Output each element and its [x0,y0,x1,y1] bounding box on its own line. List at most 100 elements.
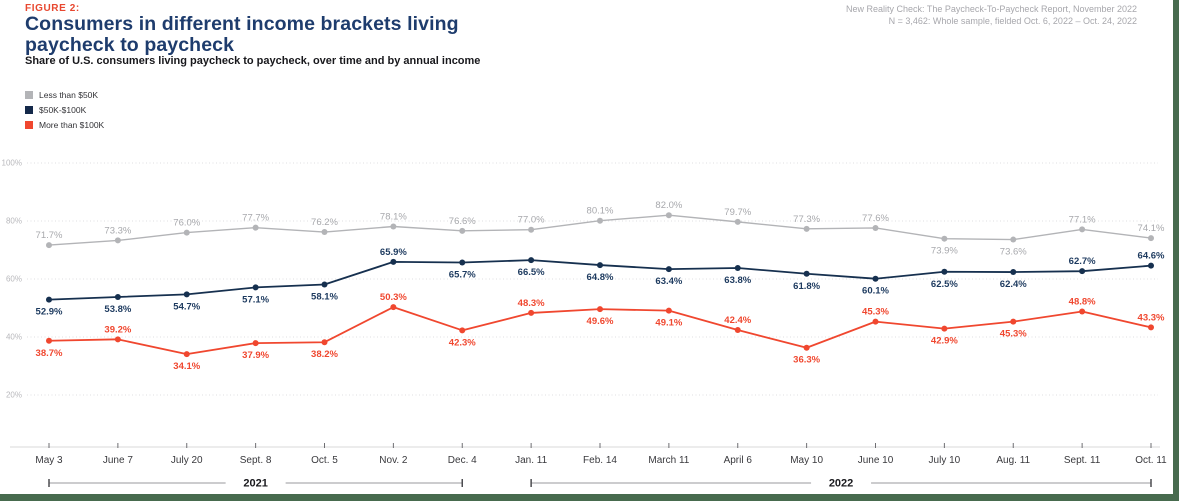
data-point [46,296,52,303]
x-axis-tick-label: May 3 [35,455,63,466]
data-point [252,284,259,291]
y-axis-tick-label: 60% [6,275,22,284]
data-label: 76.0% [173,218,200,229]
chart-legend: Less than $50K $50K-$100K More than $100… [25,87,104,132]
data-point [183,351,190,358]
source-note: New Reality Check: The Paycheck-To-Paych… [846,3,1137,27]
data-point [252,340,259,347]
data-point [1079,308,1086,315]
data-point [803,270,810,277]
source-line-2: N = 3,462: Whole sample, fielded Oct. 6,… [888,16,1137,26]
data-label: 58.1% [311,292,338,303]
data-label: 57.1% [242,294,269,305]
x-axis-tick-label: Aug. 11 [996,455,1030,466]
data-label: 49.6% [587,316,614,327]
y-axis-tick-label: 20% [6,391,22,400]
data-point [665,266,672,273]
data-point [734,218,741,225]
data-label: 76.2% [311,217,338,228]
figure-label: FIGURE 2: [25,3,80,14]
data-point [528,309,535,316]
x-axis-tick-label: April 6 [724,455,753,466]
data-point [252,224,259,231]
data-point [46,242,52,249]
year-label: 2021 [243,478,267,490]
x-axis-tick-label: Nov. 2 [379,455,408,466]
data-label: 39.2% [104,324,131,335]
legend-label: More than $100K [39,119,105,130]
data-label: 73.9% [931,246,958,257]
series-50k-100k: 52.9% 53.8% 54.7% 57.1% 58.1% 65.9% 65.7% 66.5%… [36,247,1165,318]
data-point [941,325,948,332]
figure-subtitle: Share of U.S. consumers living paycheck … [25,55,481,67]
data-label: 74.1% [1138,223,1165,234]
year-bracket-2021: 2021 [48,478,463,490]
y-axis-tick-label: 40% [6,333,22,342]
data-point [597,306,603,313]
data-label: 65.7% [449,269,476,280]
data-point [46,337,52,344]
data-point [1079,226,1086,233]
x-axis: May 3 June 7 July 20 Sept. 8 Oct. 5 Nov. 2 Dec… [10,443,1167,466]
data-point [321,339,328,346]
source-line-1: New Reality Check: The Paycheck-To-Paych… [846,4,1137,14]
data-point [390,304,397,311]
figure-title-line-1: Consumers in different income brackets l… [25,13,459,35]
data-label: 42.3% [449,337,476,348]
data-point [459,227,466,234]
data-label: 62.4% [1000,279,1027,290]
figure-title-line-2: paycheck to paycheck [25,34,235,56]
data-point [872,224,879,231]
data-label: 76.6% [449,216,476,227]
data-label: 53.8% [104,304,131,315]
data-label: 62.7% [1069,256,1096,267]
data-label: 73.3% [104,225,131,236]
data-label: 77.1% [1069,214,1096,225]
data-label: 48.8% [1069,296,1096,307]
x-axis-tick-label: Oct. 11 [1135,455,1167,466]
data-label: 62.5% [931,279,958,290]
data-label: 49.1% [655,318,682,329]
data-point [390,223,397,230]
data-point [1148,262,1154,269]
x-axis-tick-label: June 10 [858,455,894,466]
y-axis-tick-label: 80% [6,217,22,226]
data-label: 38.2% [311,349,338,360]
data-label: 82.0% [655,200,682,211]
data-point [1010,236,1017,243]
data-label: 42.4% [724,315,751,326]
data-point [114,336,121,343]
data-point [1148,324,1154,331]
legend-item-less-than-50k: Less than $50K [25,87,104,102]
data-label: 45.3% [1000,329,1027,340]
legend-swatch-gray [25,90,33,99]
series-more-than-100k: 38.7% 39.2% 34.1% 37.9% 38.2% 50.3% 42.3% 48.3%… [36,292,1165,372]
series-line [48,306,1152,356]
data-label: 79.7% [724,207,751,218]
data-label: 73.6% [1000,247,1027,258]
data-point [597,262,603,269]
x-axis-tick-label: May 10 [790,455,823,466]
data-label: 63.4% [655,276,682,287]
legend-item-more-than-100k: More than $100K [25,117,104,132]
data-label: 52.9% [36,307,63,318]
y-axis-tick-label: 100% [2,159,22,168]
data-point [734,327,741,334]
data-point [183,229,190,236]
data-label: 66.5% [518,267,545,278]
x-axis-tick-label: Oct. 5 [311,455,338,466]
data-point [114,237,121,244]
data-label: 64.8% [587,272,614,283]
data-label: 63.8% [724,275,751,286]
x-axis-tick-label: Jan. 11 [515,455,547,466]
x-axis-tick-label: Sept. 11 [1064,455,1101,466]
data-label: 65.9% [380,247,407,258]
year-bracket-2022: 2022 [530,478,1152,490]
data-point [1148,235,1154,242]
data-point [528,257,535,264]
data-label: 78.1% [380,212,407,223]
data-point [321,229,328,236]
data-label: 34.1% [173,361,200,372]
legend-label: Less than $50K [39,89,99,100]
